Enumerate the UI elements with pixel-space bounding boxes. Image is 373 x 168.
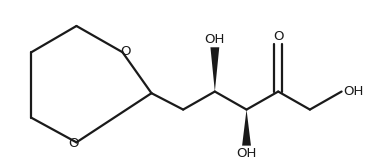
Text: O: O [68,137,79,150]
Text: O: O [120,45,131,58]
Text: O: O [273,30,283,43]
Polygon shape [242,110,251,146]
Text: OH: OH [205,33,225,46]
Polygon shape [210,47,219,92]
Text: OH: OH [236,147,257,160]
Text: OH: OH [344,85,364,98]
